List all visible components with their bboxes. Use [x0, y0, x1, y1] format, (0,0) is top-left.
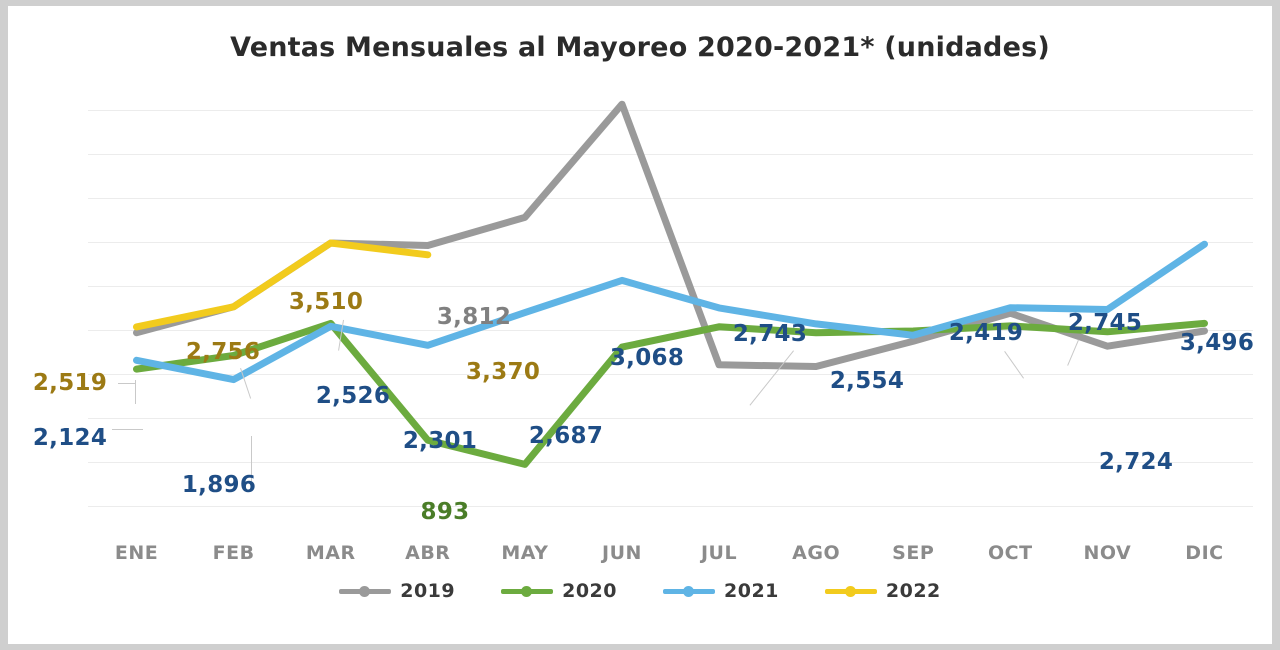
- legend-swatch-icon: [501, 584, 554, 598]
- legend-swatch-icon: [663, 584, 715, 598]
- legend-label: 2019: [400, 580, 456, 602]
- data-label: 3,068: [609, 345, 685, 371]
- data-label: 2,554: [829, 368, 905, 394]
- leader-line: [118, 383, 136, 384]
- series-line-2022: [133, 239, 432, 331]
- gridline: [88, 198, 1253, 199]
- x-tick-may: MAY: [501, 542, 549, 564]
- x-tick-jul: JUL: [700, 542, 738, 564]
- chart-legend: 2019 2020 2021 2022: [8, 580, 1272, 602]
- gridline: [88, 374, 1253, 375]
- data-label: 2,419: [948, 320, 1024, 346]
- x-tick-ene: ENE: [114, 542, 159, 564]
- x-tick-nov: NOV: [1083, 542, 1132, 564]
- data-label: 2,124: [32, 425, 108, 451]
- legend-item-2021[interactable]: 2021: [663, 580, 779, 602]
- x-axis-labels: ENE FEB MAR ABR MAY JUN JUL AGO SEP OCT NOV DIC: [88, 542, 1253, 572]
- gridline: [88, 506, 1253, 507]
- legend-item-2019[interactable]: 2019: [339, 580, 455, 602]
- legend-item-2020[interactable]: 2020: [501, 580, 617, 602]
- data-label: 2,724: [1098, 449, 1174, 475]
- legend-item-2022[interactable]: 2022: [824, 580, 941, 602]
- data-label: 2,687: [528, 423, 604, 449]
- legend-label: 2021: [724, 580, 779, 602]
- x-tick-sep: SEP: [892, 542, 935, 564]
- gridline: [88, 286, 1253, 287]
- series-line-2021: [133, 240, 1208, 384]
- data-label: 3,510: [288, 289, 364, 315]
- chart-card: Ventas Mensuales al Mayoreo 2020-2021* (…: [8, 6, 1272, 644]
- data-label: 3,496: [1179, 330, 1255, 356]
- gridline: [88, 154, 1253, 155]
- x-tick-oct: OCT: [988, 542, 1033, 564]
- data-label: 2,756: [185, 339, 261, 365]
- gridline: [88, 110, 1253, 111]
- series-line-2020: [133, 319, 1208, 468]
- x-tick-dic: DIC: [1185, 542, 1224, 564]
- leader-line: [112, 429, 143, 430]
- chart-title: Ventas Mensuales al Mayoreo 2020-2021* (…: [230, 32, 1050, 63]
- gridline: [88, 418, 1253, 419]
- data-label: 2,519: [32, 370, 108, 396]
- data-label: 3,370: [465, 359, 541, 385]
- x-tick-mar: MAR: [305, 542, 356, 564]
- legend-label: 2022: [885, 580, 941, 602]
- series-lines: [133, 100, 1208, 468]
- data-label: 893: [420, 499, 470, 525]
- gridline: [88, 462, 1253, 463]
- data-label: 2,301: [402, 428, 478, 454]
- gridline: [88, 330, 1253, 331]
- x-tick-feb: FEB: [212, 542, 255, 564]
- legend-swatch-icon: [824, 584, 877, 598]
- legend-swatch-icon: [339, 584, 392, 598]
- data-label: 2,743: [732, 321, 808, 347]
- data-label: 2,526: [315, 383, 391, 409]
- data-label: 3,812: [436, 304, 512, 330]
- x-tick-abr: ABR: [405, 542, 451, 564]
- data-label: 2,745: [1067, 310, 1143, 336]
- x-tick-jun: JUN: [602, 542, 642, 564]
- x-tick-ago: AGO: [792, 542, 841, 564]
- plot-area: [88, 100, 1253, 540]
- data-label: 1,896: [181, 472, 257, 498]
- legend-label: 2020: [562, 580, 617, 602]
